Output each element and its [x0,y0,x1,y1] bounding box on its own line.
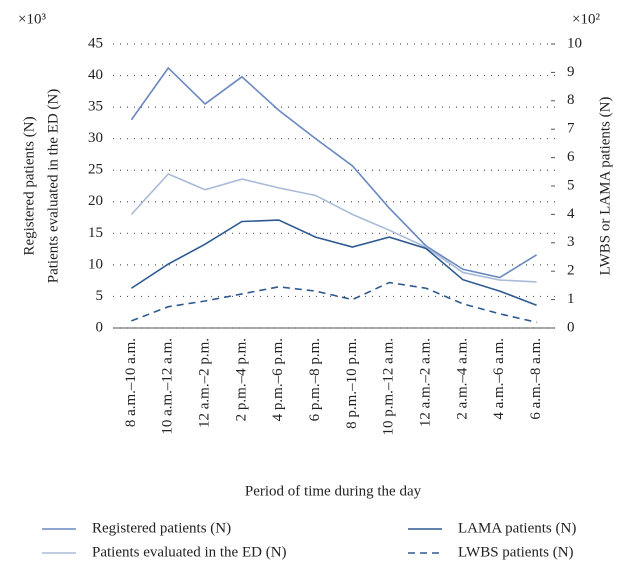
y-tick-label: 40 [88,67,103,83]
legend-label: Registered patients (N) [92,520,231,536]
x-tick-label: 10 a.m.–12 a.m. [160,338,176,435]
y2-tick-label: 6 [567,149,575,165]
legend-label: LAMA patients (N) [458,520,576,536]
legend-label: LWBS patients (N) [458,544,574,560]
y-tick-label: 15 [88,225,103,241]
x-tick-label: 8 p.m.–10 p.m. [344,338,360,429]
y-tick-label: 25 [88,162,103,178]
y2-tick-label: 0 [567,319,575,335]
y2-axis-label: LWBS or LAMA patients (N) [597,97,613,276]
x-tick-label: 12 a.m.–2 a.m. [418,338,434,427]
y2-tick-label: 7 [567,121,575,137]
x-tick-label: 8 a.m.–10 a.m. [123,338,139,427]
x-tick-label: 6 a.m.–8 a.m. [528,338,544,420]
y2-tick-label: 2 [567,263,575,279]
x-tick-label: 2 a.m.–4 a.m. [454,338,470,420]
series-line [130,173,537,283]
y-tick-label: 5 [96,288,104,304]
y-scale-label: ×10³ [18,11,46,27]
legend-label: Patients evaluated in the ED (N) [92,544,287,560]
y2-tick-label: 10 [567,35,582,51]
x-tick-label: 4 a.m.–6 a.m. [491,338,507,420]
y-tick-label: 0 [96,319,104,335]
x-tick-label: 2 p.m.–4 p.m. [233,338,249,421]
y2-tick-label: 3 [567,234,575,250]
y-axis-label: Registered patients (N) [21,116,37,255]
y2-tick-label: 4 [567,206,575,222]
x-tick-label: 6 p.m.–8 p.m. [307,338,323,421]
y-tick-label: 35 [88,99,103,115]
y2-tick-label: 8 [567,92,575,108]
y-tick-label: 20 [88,193,103,209]
y-tick-label: 10 [88,256,103,272]
x-axis-label: Period of time during the day [245,483,422,499]
y-axis-label: Patients evaluated in the ED (N) [45,89,61,284]
x-tick-label: 4 p.m.–6 p.m. [270,338,286,421]
y2-tick-label: 1 [567,291,575,307]
series-line [130,219,537,307]
series-line [131,281,537,324]
y2-scale-label: ×10² [572,11,600,27]
y-tick-label: 30 [88,130,103,146]
x-tick-label: 12 a.m.–2 p.m. [197,338,213,428]
y-tick-label: 45 [88,35,103,51]
y2-tick-label: 5 [567,177,575,193]
y2-tick-label: 9 [567,64,575,80]
x-tick-label: 10 p.m.–12 a.m. [381,338,397,436]
series-line [130,66,538,279]
